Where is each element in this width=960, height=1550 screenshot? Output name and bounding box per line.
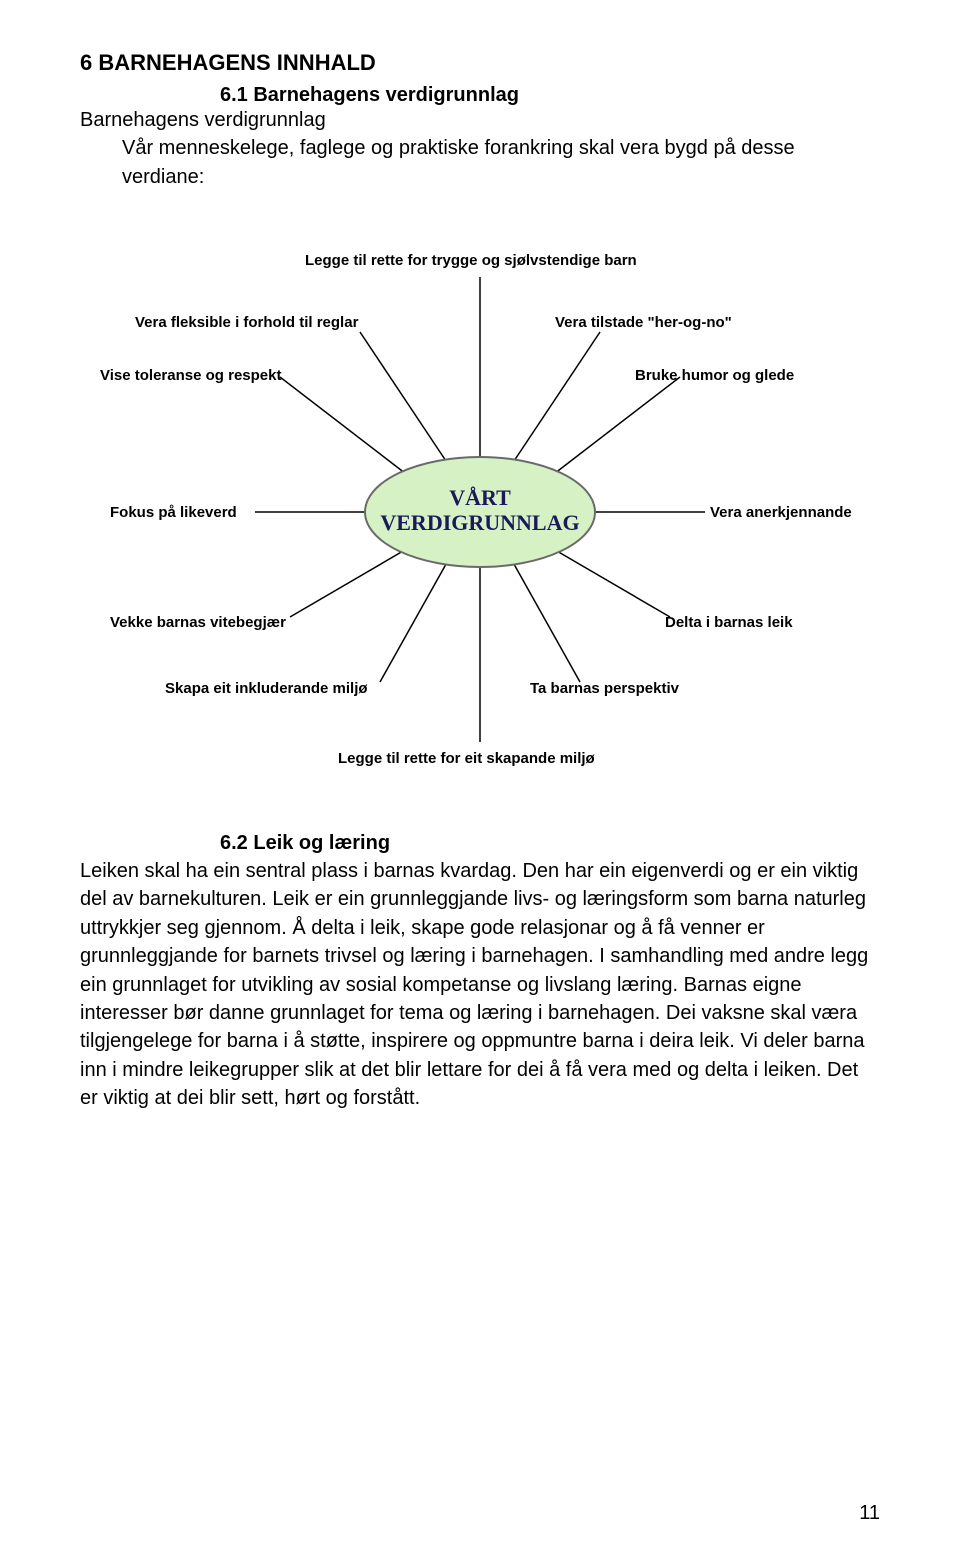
- diagram-label-tl1: Vera fleksible i forhold til reglar: [135, 314, 358, 331]
- diagram-label-br1: Delta i barnas leik: [665, 614, 793, 631]
- diagram-label-left: Fokus på likeverd: [110, 504, 237, 521]
- diagram-label-tr1: Vera tilstade "her-og-no": [555, 314, 732, 331]
- diagram-label-br2: Ta barnas perspektiv: [530, 680, 679, 697]
- diagram-label-bl1: Vekke barnas vitebegjær: [110, 614, 286, 631]
- diagram-label-bl2: Skapa eit inkluderande miljø: [165, 680, 368, 697]
- diagram-label-tl2: Vise toleranse og respekt: [100, 367, 281, 384]
- diagram-label-bottom: Legge til rette for eit skapande miljø: [338, 750, 595, 767]
- section-heading: 6 BARNEHAGENS INNHALD: [80, 50, 880, 76]
- subsection-2-title: 6.2 Leik og læring: [80, 832, 880, 855]
- diagram-label-top: Legge til rette for trygge og sjølvstend…: [305, 252, 637, 269]
- page-number: 11: [859, 1502, 880, 1525]
- diagram-label-tr2: Bruke humor og glede: [635, 367, 794, 384]
- diagram-center-label: VÅRT VERDIGRUNNLAG: [375, 485, 585, 536]
- values-diagram: VÅRT VERDIGRUNNLAG Legge til rette for t…: [80, 222, 880, 812]
- subsection-1-intro: Vår menneskelege, faglege og praktiske f…: [80, 134, 880, 192]
- subsection-1-subtitle: Barnehagens verdigrunnlag: [80, 109, 880, 132]
- diagram-label-right: Vera anerkjennande: [710, 504, 852, 521]
- subsection-2-body: Leiken skal ha ein sentral plass i barna…: [80, 857, 880, 1113]
- subsection-1-title: 6.1 Barnehagens verdigrunnlag: [80, 84, 880, 107]
